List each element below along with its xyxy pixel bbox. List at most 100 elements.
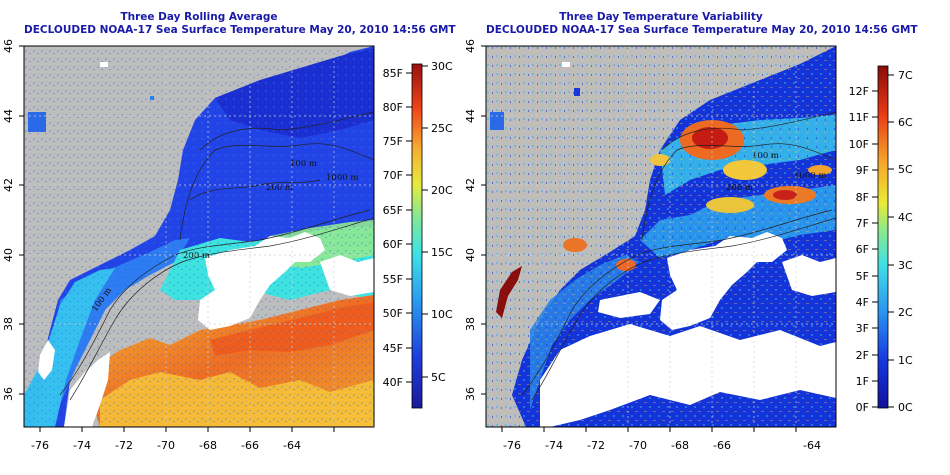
right-hotspot-8 xyxy=(808,165,832,175)
left-ytick-1: 38 xyxy=(2,317,15,331)
right-xtick-5: -66 xyxy=(713,439,731,452)
right-title: Three Day Temperature Variability DECLOU… xyxy=(486,11,918,37)
left-xtick-1: -74 xyxy=(73,439,91,452)
left-title-line2: DECLOUDED NOAA-17 Sea Surface Temperatur… xyxy=(24,24,456,36)
right-hotspot-7 xyxy=(650,154,670,166)
left-xtick-6: -64 xyxy=(283,439,301,452)
left-cb-f-4: 65F xyxy=(383,204,403,217)
right-ytick-2: 40 xyxy=(464,248,477,262)
right-cb-f-12: 0F xyxy=(856,401,869,414)
right-estuary xyxy=(496,266,522,318)
right-cb-f-11: 1F xyxy=(856,375,869,388)
right-cb-f-2: 10F xyxy=(849,138,869,151)
left-contour-label-3: 200 m xyxy=(183,251,210,261)
right-hotspot-3-core xyxy=(773,190,797,200)
left-title: Three Day Rolling Average DECLOUDED NOAA… xyxy=(24,11,456,37)
left-tick-marks xyxy=(19,45,335,432)
right-colorbar-ramp xyxy=(877,65,889,409)
left-cb-c-1: 25C xyxy=(431,122,453,135)
right-cb-c-1: 6C xyxy=(898,116,913,129)
right-cb-f-6: 6F xyxy=(856,243,869,256)
right-cb-f-7: 5F xyxy=(856,270,869,283)
right-ytick-3: 42 xyxy=(464,178,477,192)
right-ytick-0: 36 xyxy=(464,387,477,401)
left-ytick-0: 36 xyxy=(2,387,15,401)
left-cloud-speck xyxy=(100,62,108,67)
right-cb-c-2: 5C xyxy=(898,163,913,176)
right-cb-c-5: 2C xyxy=(898,306,913,319)
left-map-frame xyxy=(23,45,375,428)
left-lake-small xyxy=(150,96,154,100)
right-cb-f-3: 9F xyxy=(856,164,869,177)
right-cloud-band xyxy=(598,292,660,318)
left-cb-f-8: 45F xyxy=(383,342,403,355)
right-cloud-east xyxy=(782,255,836,296)
left-cb-f-2: 75F xyxy=(383,135,403,148)
right-xtick-4: -68 xyxy=(671,439,689,452)
right-ytick-1: 38 xyxy=(464,317,477,331)
left-cb-f-3: 70F xyxy=(383,169,403,182)
right-cb-f-8: 4F xyxy=(856,296,869,309)
right-xtick-3: -70 xyxy=(629,439,647,452)
left-xtick-2: -72 xyxy=(115,439,133,452)
right-map: 100 m 1000 m 200 m -76 -74 -72 -70 -68 -… xyxy=(464,39,837,452)
right-hotspot-4 xyxy=(706,197,754,213)
right-cb-f-10: 2F xyxy=(856,349,869,362)
left-cb-c-3: 15C xyxy=(431,246,453,259)
left-cb-c-4: 10C xyxy=(431,308,453,321)
left-cb-c-5: 5C xyxy=(431,371,446,384)
left-ytick-5: 46 xyxy=(2,39,15,53)
right-ytick-4: 44 xyxy=(464,109,477,123)
left-contour-label-1: 100 m xyxy=(290,159,317,169)
right-cloud-south xyxy=(540,324,836,427)
right-cb-f-9: 3F xyxy=(856,322,869,335)
left-cb-c-2: 20C xyxy=(431,184,453,197)
left-cloud-east xyxy=(320,255,374,296)
right-xtick-0: -76 xyxy=(503,439,521,452)
right-cloud-speck xyxy=(562,62,570,67)
left-ytick-3: 42 xyxy=(2,178,15,192)
left-cb-f-5: 60F xyxy=(383,238,403,251)
left-title-line1: Three Day Rolling Average xyxy=(120,11,278,23)
right-cloud-large xyxy=(660,232,787,330)
right-cb-f-5: 7F xyxy=(856,217,869,230)
left-cb-f-1: 80F xyxy=(383,101,403,114)
left-contour-label-4: 200 m xyxy=(266,183,293,193)
left-cb-f-7: 50F xyxy=(383,307,403,320)
right-colorbar: 12F 11F 10F 9F 8F 7F 6F 5F 4F 3F 2F 1F 0… xyxy=(849,65,913,414)
left-xtick-3: -70 xyxy=(157,439,175,452)
right-cb-f-4: 8F xyxy=(856,191,869,204)
right-map-frame xyxy=(485,45,837,428)
left-cb-c-0: 30C xyxy=(431,60,453,73)
left-ytick-2: 40 xyxy=(2,248,15,262)
left-cb-f-0: 85F xyxy=(383,67,403,80)
right-contour-label-3: 200 m xyxy=(726,183,753,193)
right-hotspot-2 xyxy=(723,160,767,180)
left-xtick-4: -68 xyxy=(199,439,217,452)
right-ytick-5: 46 xyxy=(464,39,477,53)
right-lake-small xyxy=(574,88,580,96)
right-contour-label-2: 1000 m xyxy=(794,171,826,181)
right-hotspot-1-core xyxy=(692,127,728,149)
left-lake xyxy=(28,112,46,132)
left-cb-f-6: 55F xyxy=(383,273,403,286)
right-xtick-2: -72 xyxy=(587,439,605,452)
right-cb-f-0: 12F xyxy=(849,85,869,98)
right-cb-c-6: 1C xyxy=(898,354,913,367)
left-cloud-coast xyxy=(38,340,55,380)
right-lake xyxy=(490,112,504,130)
left-ytick-4: 44 xyxy=(2,109,15,123)
right-cb-c-4: 3C xyxy=(898,259,913,272)
left-cloud-large xyxy=(198,232,325,330)
left-xtick-5: -66 xyxy=(241,439,259,452)
left-grid xyxy=(24,46,374,427)
right-cb-c-3: 4C xyxy=(898,211,913,224)
right-cb-c-7: 0C xyxy=(898,401,913,414)
right-grid xyxy=(486,46,836,427)
left-texture xyxy=(24,46,374,427)
left-xtick-0: -76 xyxy=(31,439,49,452)
left-colorbar-ramp xyxy=(411,63,423,409)
right-title-line1: Three Day Temperature Variability xyxy=(559,11,763,23)
left-map: 100 m 1000 m 200 m 200 m 100 m -76 -74 -… xyxy=(2,39,375,452)
